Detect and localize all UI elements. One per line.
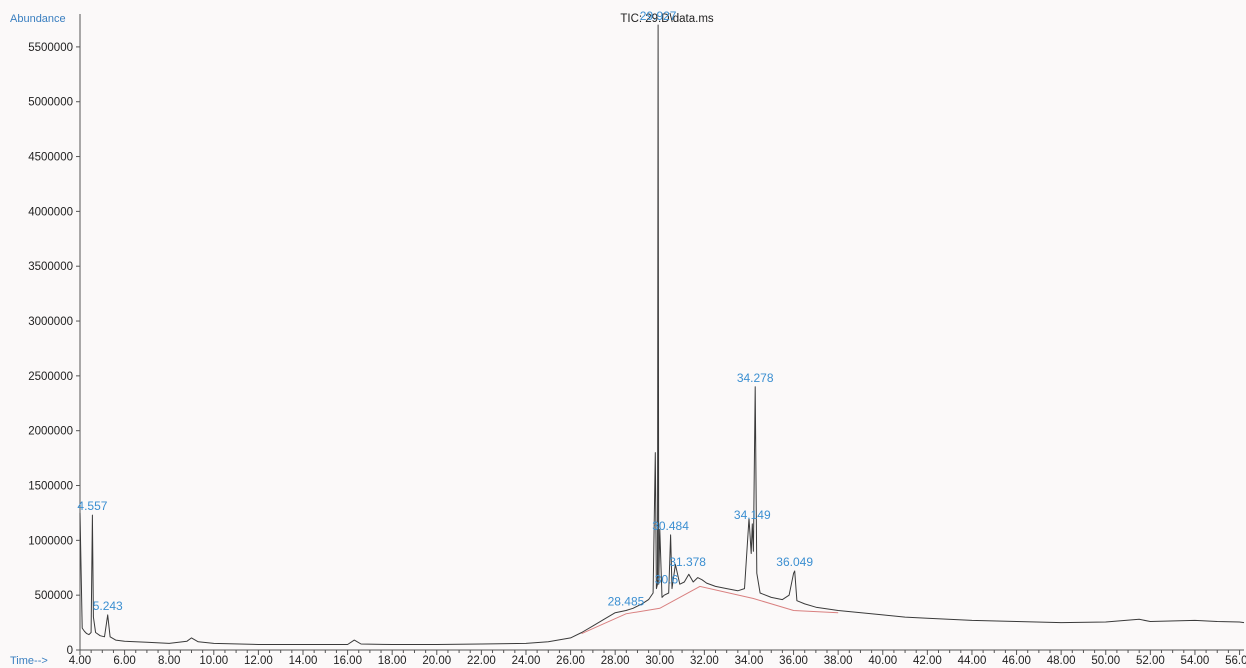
x-tick-label: 20.00: [422, 655, 451, 667]
peak-label: 28.485: [608, 595, 645, 609]
x-tick-label: 50.00: [1091, 655, 1120, 667]
y-axis-label: Abundance: [10, 13, 66, 25]
x-tick-label: 8.00: [158, 655, 180, 667]
x-tick-label: 48.00: [1047, 655, 1076, 667]
x-tick-label: 56.00: [1225, 655, 1246, 667]
y-ticks: 0 500000 1000000 1500000 2000000 2500000 30000…: [28, 42, 80, 657]
x-tick-label: 14.00: [289, 655, 318, 667]
peak-label: 4.557: [77, 499, 107, 513]
y-tick-label: 4000000: [28, 206, 73, 218]
x-tick-label: 38.00: [824, 655, 853, 667]
y-tick-label: 0: [67, 645, 73, 657]
x-tick-label: 44.00: [958, 655, 987, 667]
y-tick-label: 2000000: [28, 426, 73, 438]
peak-labels: 4.557 5.243 28.485 29.927 30.484 30.6 31.378 34…: [77, 9, 813, 613]
peak-label: 34.278: [737, 371, 774, 385]
y-tick-label: 5000000: [28, 97, 73, 109]
x-axis-label: Time-->: [10, 655, 48, 667]
x-tick-label: 24.00: [512, 655, 541, 667]
x-tick-label: 26.00: [556, 655, 585, 667]
peak-label: 31.378: [669, 555, 706, 569]
integration-baseline: [581, 585, 839, 635]
y-tick-label: 1500000: [28, 481, 73, 493]
x-tick-label: 40.00: [868, 655, 897, 667]
x-tick-label: 12.00: [244, 655, 273, 667]
tic-trace: [79, 24, 1245, 645]
chart-title: TIC: 29.D\data.ms: [620, 13, 714, 25]
y-tick-label: 3500000: [28, 261, 73, 273]
y-tick-label: 2500000: [28, 371, 73, 383]
peak-label: 36.049: [776, 555, 813, 569]
y-tick-label: 500000: [35, 590, 73, 602]
peak-label: 29.927: [640, 9, 677, 23]
x-tick-label: 36.00: [779, 655, 808, 667]
x-tick-label: 28.00: [601, 655, 630, 667]
x-tick-label: 22.00: [467, 655, 496, 667]
y-tick-label: 3000000: [28, 316, 73, 328]
y-tick-label: 5500000: [28, 42, 73, 54]
x-tick-label: 34.00: [735, 655, 764, 667]
peak-label: 34.149: [734, 508, 771, 522]
plot-area: [79, 24, 1245, 645]
x-tick-label: 18.00: [378, 655, 407, 667]
y-tick-label: 4500000: [28, 152, 73, 164]
x-ticks: 4.00 6.00 8.00 10.00 12.00 14.00 16.00 18.00 20.…: [69, 650, 1246, 667]
x-tick-label: 32.00: [690, 655, 719, 667]
x-tick-label: 52.00: [1136, 655, 1165, 667]
y-tick-label: 1000000: [28, 535, 73, 547]
x-tick-label: 6.00: [113, 655, 135, 667]
peak-label: 30.484: [652, 519, 689, 533]
x-tick-label: 46.00: [1002, 655, 1031, 667]
x-tick-label: 54.00: [1181, 655, 1210, 667]
x-tick-label: 10.00: [199, 655, 228, 667]
peak-label: 5.243: [93, 599, 123, 613]
x-tick-label: 30.00: [645, 655, 674, 667]
x-tick-label: 4.00: [69, 655, 91, 667]
peak-label: 30.6: [655, 573, 679, 587]
x-tick-label: 42.00: [913, 655, 942, 667]
x-tick-label: 16.00: [333, 655, 362, 667]
